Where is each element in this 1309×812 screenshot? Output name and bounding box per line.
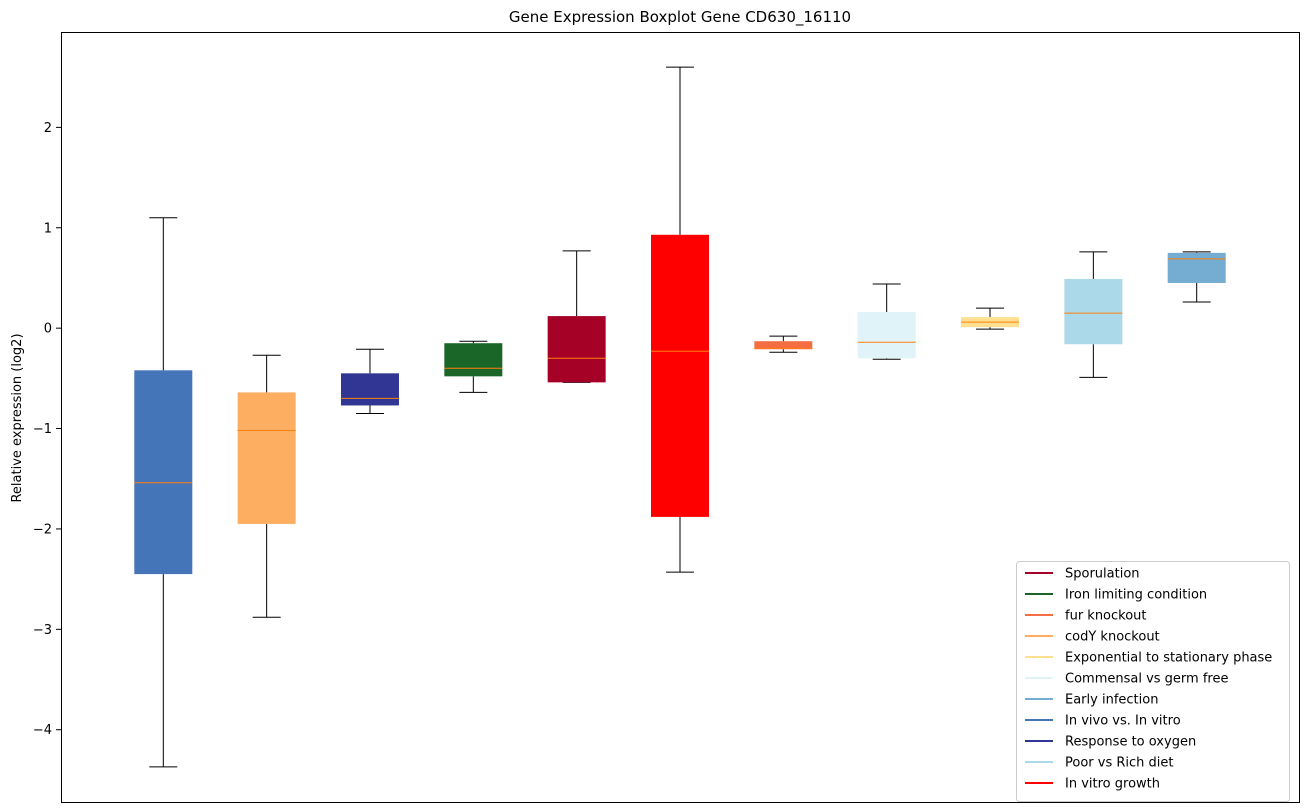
y-tick-label: −4 xyxy=(33,723,52,738)
box-10 xyxy=(1064,251,1123,378)
box-11 xyxy=(1167,251,1226,303)
box-4 xyxy=(444,340,503,393)
box-body xyxy=(857,312,916,359)
legend-entry: In vivo vs. In vitro xyxy=(1025,714,1181,729)
legend-label: Exponential to stationary phase xyxy=(1065,651,1272,666)
box-body xyxy=(1064,278,1123,345)
legend-label: codY knockout xyxy=(1065,630,1160,645)
y-tick-label: 2 xyxy=(44,121,52,136)
box-7 xyxy=(754,335,813,353)
box-body xyxy=(651,234,709,517)
y-axis: 2 1 0 −1 −2 −3 −4 xyxy=(33,121,61,738)
legend-entry: Response to oxygen xyxy=(1025,735,1196,750)
box-body xyxy=(1167,252,1226,283)
legend-entry: codY knockout xyxy=(1025,630,1160,645)
y-tick-label: −3 xyxy=(33,623,52,638)
box-6 xyxy=(651,66,709,573)
y-tick-label: 0 xyxy=(44,322,52,337)
box-9 xyxy=(961,307,1020,330)
legend-entry: Early infection xyxy=(1025,693,1158,708)
box-body xyxy=(547,316,606,383)
box-body xyxy=(754,341,813,350)
legend-label: Commensal vs germ free xyxy=(1065,672,1228,687)
box-5 xyxy=(547,250,606,383)
legend-label: Sporulation xyxy=(1065,567,1140,582)
legend-label: Iron limiting condition xyxy=(1065,588,1207,603)
legend-entry: In vitro growth xyxy=(1025,777,1160,792)
y-axis-label: Relative expression (log2) xyxy=(10,333,25,502)
legend-label: Early infection xyxy=(1065,693,1158,708)
legend-entry: Iron limiting condition xyxy=(1025,588,1207,603)
legend-label: In vitro growth xyxy=(1065,777,1160,792)
y-tick-label: −2 xyxy=(33,522,52,537)
chart-title: Gene Expression Boxplot Gene CD630_16110 xyxy=(509,8,851,27)
plot-frame xyxy=(61,32,1300,803)
box-2 xyxy=(237,354,296,618)
legend-entry: Sporulation xyxy=(1025,567,1140,582)
box-1 xyxy=(134,217,193,768)
legend-label: In vivo vs. In vitro xyxy=(1065,714,1181,729)
legend-entry: Exponential to stationary phase xyxy=(1025,651,1272,666)
box-3 xyxy=(340,348,399,414)
legend: Sporulation Iron limiting condition fur kn… xyxy=(1016,561,1290,802)
plot-area xyxy=(134,66,1226,768)
legend-label: fur knockout xyxy=(1065,609,1147,624)
box-8 xyxy=(857,283,916,360)
legend-entry: fur knockout xyxy=(1025,609,1147,624)
legend-entry: Poor vs Rich diet xyxy=(1025,756,1173,771)
y-tick-label: −1 xyxy=(33,422,52,437)
box-body xyxy=(237,392,296,524)
box-body xyxy=(340,373,399,406)
y-tick-label: 1 xyxy=(44,221,52,236)
legend-entry: Commensal vs germ free xyxy=(1025,672,1228,687)
legend-label: Poor vs Rich diet xyxy=(1065,756,1173,771)
legend-label: Response to oxygen xyxy=(1065,735,1196,750)
box-body xyxy=(444,343,503,377)
box-body xyxy=(134,370,193,575)
legend-frame xyxy=(1016,561,1290,802)
